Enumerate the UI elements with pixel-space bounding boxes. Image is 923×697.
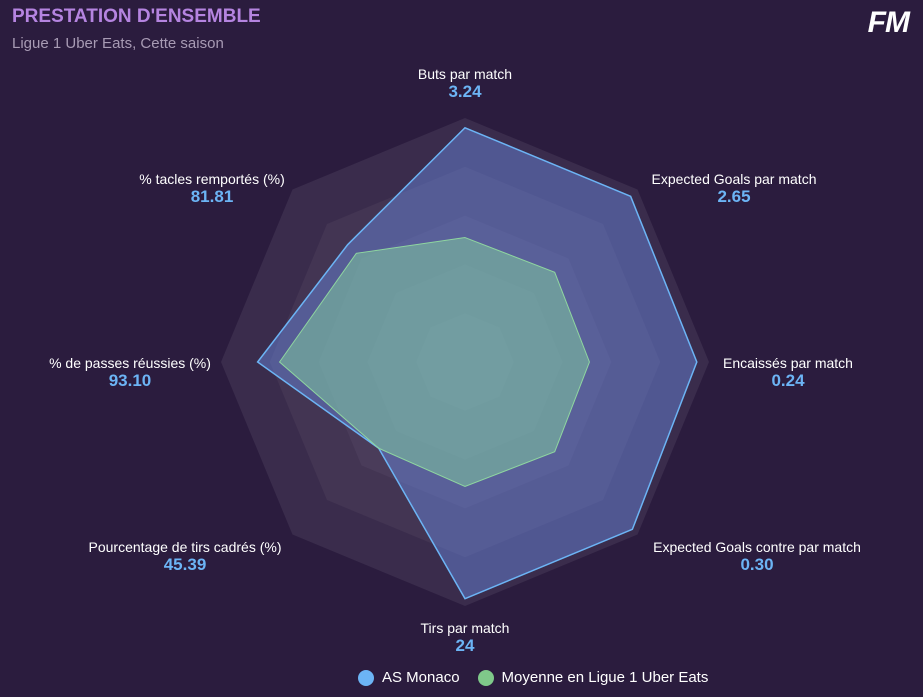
axis-label: Tirs par match 24	[421, 620, 510, 656]
axis-value: 93.10	[108, 371, 152, 390]
axis-name: Buts par match	[417, 66, 513, 82]
axis-label: % tacles remportés (%) 81.81	[139, 171, 284, 207]
axis-label: Expected Goals par match 2.65	[652, 171, 817, 207]
axis-value: 3.24	[448, 82, 482, 101]
fm-logo: FM	[867, 6, 910, 39]
axis-label: Pourcentage de tirs cadrés (%) 45.39	[89, 539, 282, 575]
axis-label: Expected Goals contre par match 0.30	[653, 539, 861, 575]
axis-value: 2.65	[717, 187, 751, 206]
axis-name: % tacles remportés (%)	[139, 171, 285, 187]
legend-dot-monaco	[358, 669, 374, 686]
axis-name: % de passes réussies (%)	[49, 355, 211, 371]
page-title: PRESTATION D'ENSEMBLE	[12, 6, 261, 27]
series-league-average	[278, 237, 590, 487]
page-subtitle: Ligue 1 Uber Eats, Cette saison	[12, 35, 224, 52]
axis-label: % de passes réussies (%) 93.10	[49, 355, 211, 391]
axis-value: 45.39	[163, 555, 207, 574]
axis-value: 0.24	[771, 371, 805, 390]
axis-value: 0.30	[740, 555, 774, 574]
axis-name: Tirs par match	[420, 620, 510, 636]
legend-dot-average	[477, 669, 494, 686]
axis-value: 81.81	[190, 187, 234, 206]
legend: AS Monaco Moyenne en Ligue 1 Uber Eats	[358, 669, 708, 686]
legend-label-monaco: AS Monaco	[382, 669, 460, 686]
axis-name: Expected Goals par match	[651, 171, 817, 187]
axis-name: Pourcentage de tirs cadrés (%)	[88, 539, 282, 555]
axis-label: Buts par match 3.24	[418, 66, 512, 102]
legend-label-average: Moyenne en Ligue 1 Uber Eats	[501, 669, 709, 686]
axis-name: Expected Goals contre par match	[653, 539, 861, 555]
axis-name: Encaissés par match	[723, 355, 853, 371]
axis-label: Encaissés par match 0.24	[723, 355, 853, 391]
axis-value: 24	[455, 636, 475, 655]
